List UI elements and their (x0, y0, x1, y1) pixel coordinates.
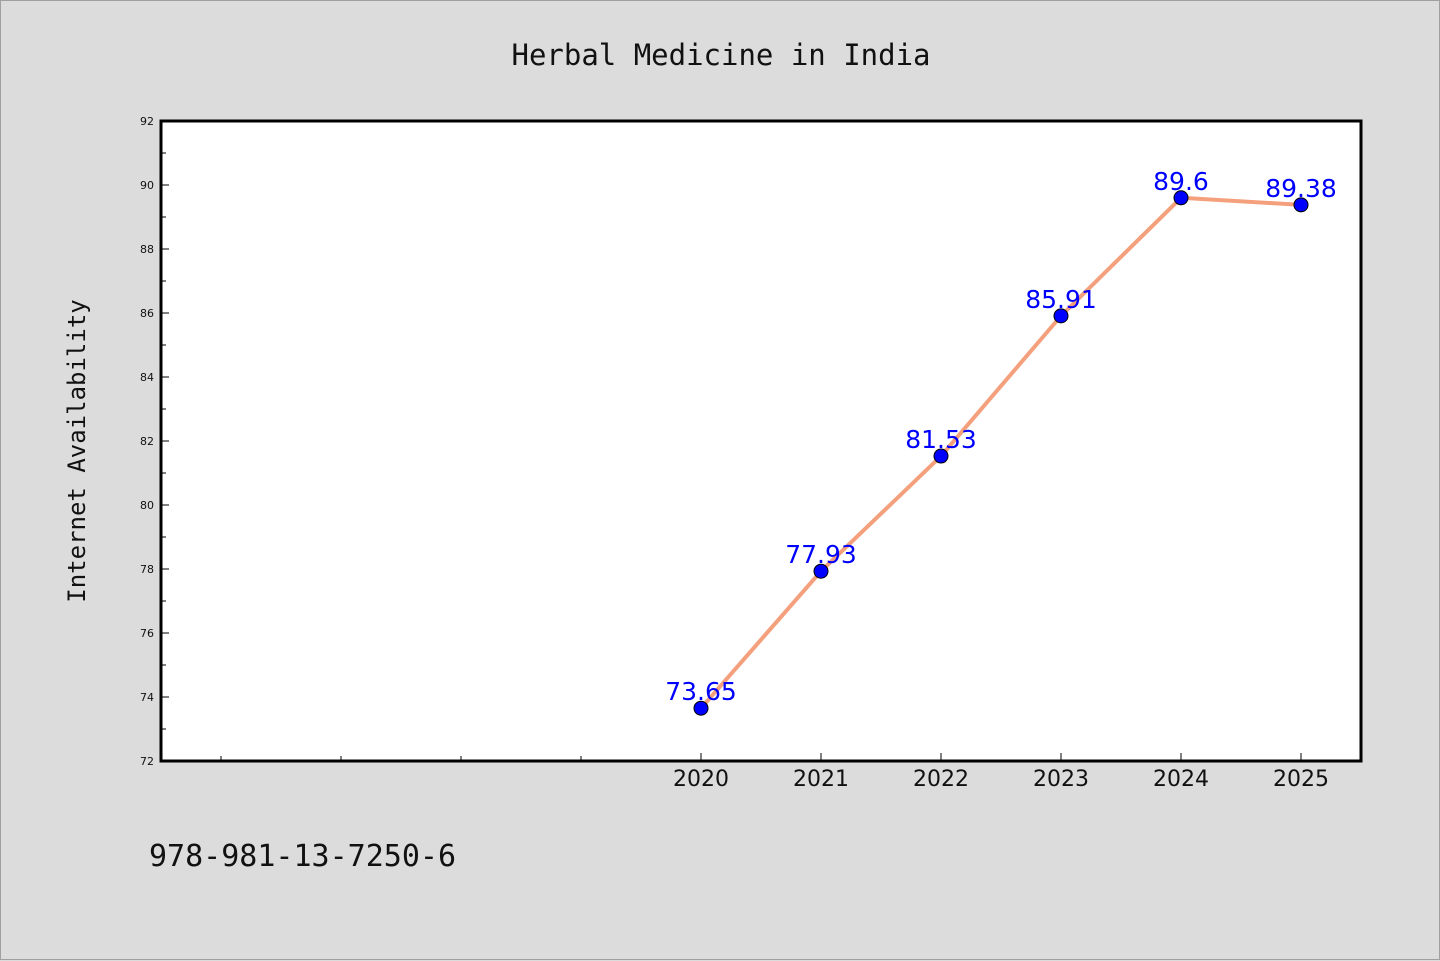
data-point (933, 448, 949, 464)
data-point (693, 700, 709, 716)
y-tick-label: 86 (140, 307, 154, 320)
y-tick-label: 90 (140, 179, 154, 192)
data-label: 89.38 (1265, 174, 1337, 203)
y-axis: 72 74 76 78 80 82 84 86 88 90 92 (140, 115, 169, 768)
plot-area (159, 119, 1363, 763)
x-tick-label: 2020 (673, 767, 729, 792)
x-tick-label: 2025 (1273, 767, 1329, 792)
data-point (1173, 190, 1189, 206)
y-tick-label: 76 (140, 627, 154, 640)
y-tick-label: 78 (140, 563, 154, 576)
x-tick-label: 2024 (1153, 767, 1209, 792)
y-axis-label: Internet Availability (63, 299, 91, 602)
data-label: 85.91 (1025, 285, 1097, 314)
x-tick-label: 2022 (913, 767, 969, 792)
series-layer: 73.65 77.93 81.53 85.91 89.6 89.38 (665, 167, 1337, 716)
y-tick-label: 82 (140, 435, 154, 448)
y-tick-label: 80 (140, 499, 154, 512)
y-tick-label: 88 (140, 243, 154, 256)
footer-code: 978-981-13-7250-6 (149, 839, 456, 874)
y-tick-label: 74 (140, 691, 154, 704)
data-label: 77.93 (785, 540, 857, 569)
y-tick-label: 72 (140, 755, 154, 768)
data-label: 73.65 (665, 677, 737, 706)
data-label: 89.6 (1153, 167, 1209, 196)
data-point (1053, 308, 1069, 324)
y-tick-label: 84 (140, 371, 154, 384)
data-label: 81.53 (905, 425, 977, 454)
data-point (1293, 197, 1309, 213)
y-tick-label: 92 (140, 115, 154, 128)
chart-title: Herbal Medicine in India (511, 38, 930, 72)
series-line (699, 195, 1303, 711)
x-tick-label: 2021 (793, 767, 849, 792)
x-tick-label: 2023 (1033, 767, 1089, 792)
x-axis: 2020 2021 2022 2023 2024 2025 (220, 753, 1329, 792)
data-point (813, 563, 829, 579)
